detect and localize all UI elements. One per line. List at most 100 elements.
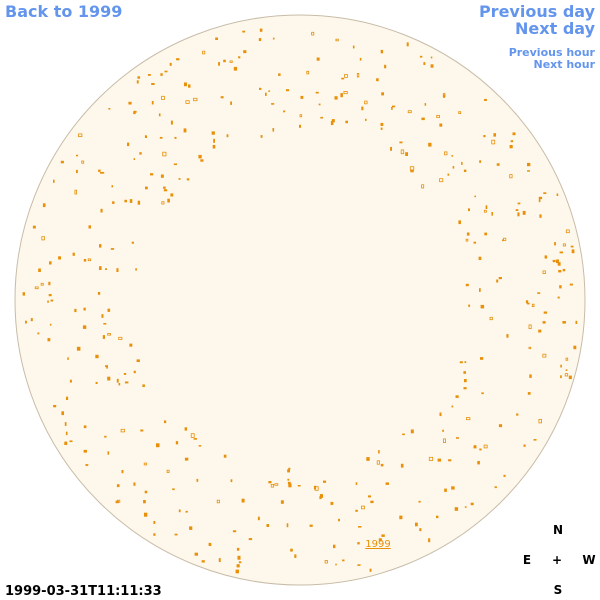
object-marker xyxy=(503,474,506,477)
object-marker xyxy=(538,196,543,200)
object-marker xyxy=(565,357,569,361)
object-marker xyxy=(133,482,136,486)
object-marker xyxy=(461,161,463,165)
object-marker xyxy=(573,345,577,350)
object-marker xyxy=(129,199,133,203)
object-marker xyxy=(391,107,393,110)
object-marker xyxy=(88,225,91,229)
object-marker xyxy=(473,241,477,244)
back-link[interactable]: Back to 1999 xyxy=(5,2,122,21)
object-marker xyxy=(498,277,502,280)
timestamp: 1999-03-31T11:11:33 xyxy=(5,584,162,599)
object-marker xyxy=(456,437,459,439)
object-marker xyxy=(538,198,541,203)
compass-north: N xyxy=(553,523,563,537)
object-marker xyxy=(237,555,241,560)
object-marker xyxy=(352,45,355,49)
object-marker xyxy=(468,304,471,307)
object-marker xyxy=(369,568,372,572)
object-marker xyxy=(22,292,25,296)
object-marker xyxy=(236,564,240,568)
object-marker xyxy=(47,338,51,342)
object-marker xyxy=(381,534,385,537)
object-marker xyxy=(137,76,141,79)
object-marker xyxy=(407,110,412,114)
object-marker xyxy=(451,155,454,157)
object-marker xyxy=(49,323,52,326)
object-marker xyxy=(196,478,199,482)
object-marker xyxy=(83,307,86,311)
object-marker xyxy=(464,379,467,383)
object-marker xyxy=(175,441,179,445)
next-hour-link[interactable]: Next hour xyxy=(534,58,596,71)
object-marker xyxy=(466,232,470,236)
object-marker xyxy=(538,418,543,424)
object-marker xyxy=(370,500,374,504)
object-marker xyxy=(324,560,328,564)
object-marker xyxy=(142,384,145,387)
object-marker xyxy=(174,533,178,536)
object-marker xyxy=(48,281,51,286)
object-marker xyxy=(376,460,380,465)
object-marker xyxy=(390,146,392,151)
object-marker xyxy=(288,483,292,488)
object-marker xyxy=(356,73,360,78)
previous-hour-link[interactable]: Previous hour xyxy=(509,46,596,59)
object-marker xyxy=(527,392,531,395)
object-marker xyxy=(272,37,275,40)
object-marker xyxy=(185,100,190,104)
object-marker xyxy=(220,96,224,99)
object-marker xyxy=(53,405,57,408)
object-marker xyxy=(465,238,469,242)
compass-east: E xyxy=(523,553,531,567)
object-marker xyxy=(466,417,471,421)
object-marker xyxy=(260,135,263,138)
object-marker xyxy=(542,353,547,358)
object-marker xyxy=(539,214,542,218)
object-marker xyxy=(81,160,85,164)
object-marker xyxy=(188,84,191,88)
object-marker xyxy=(123,373,127,375)
object-marker xyxy=(323,480,327,483)
object-marker xyxy=(378,450,380,454)
object-marker xyxy=(110,248,115,250)
object-marker xyxy=(528,324,532,329)
object-marker xyxy=(186,178,190,181)
object-marker xyxy=(25,320,27,324)
object-marker xyxy=(560,375,562,379)
object-marker xyxy=(366,457,370,461)
object-marker xyxy=(554,242,556,246)
object-marker xyxy=(560,364,562,368)
object-marker xyxy=(538,329,542,333)
object-marker xyxy=(358,526,362,528)
object-marker xyxy=(451,486,455,490)
object-marker xyxy=(131,241,134,244)
object-marker xyxy=(143,500,146,504)
object-marker xyxy=(415,522,418,527)
object-marker xyxy=(50,299,54,302)
object-marker xyxy=(238,561,242,564)
object-marker xyxy=(484,232,488,236)
object-marker xyxy=(335,563,337,566)
object-marker xyxy=(333,544,336,549)
object-marker xyxy=(484,98,487,101)
object-marker xyxy=(159,136,163,139)
object-marker xyxy=(381,92,384,96)
object-marker xyxy=(259,87,262,90)
object-marker xyxy=(357,564,361,566)
object-marker xyxy=(200,159,204,162)
object-marker xyxy=(169,62,172,66)
object-marker xyxy=(478,256,482,260)
object-marker xyxy=(458,220,461,225)
object-marker xyxy=(529,374,532,378)
object-marker xyxy=(257,516,260,521)
object-marker xyxy=(161,201,165,205)
object-marker xyxy=(99,244,102,248)
object-marker xyxy=(380,127,383,130)
previous-day-link[interactable]: Previous day xyxy=(479,2,596,21)
year-link[interactable]: 1999 xyxy=(365,539,390,550)
object-marker xyxy=(101,314,104,318)
object-marker xyxy=(243,50,247,54)
object-marker xyxy=(64,441,68,445)
next-day-link[interactable]: Next day xyxy=(515,19,596,38)
